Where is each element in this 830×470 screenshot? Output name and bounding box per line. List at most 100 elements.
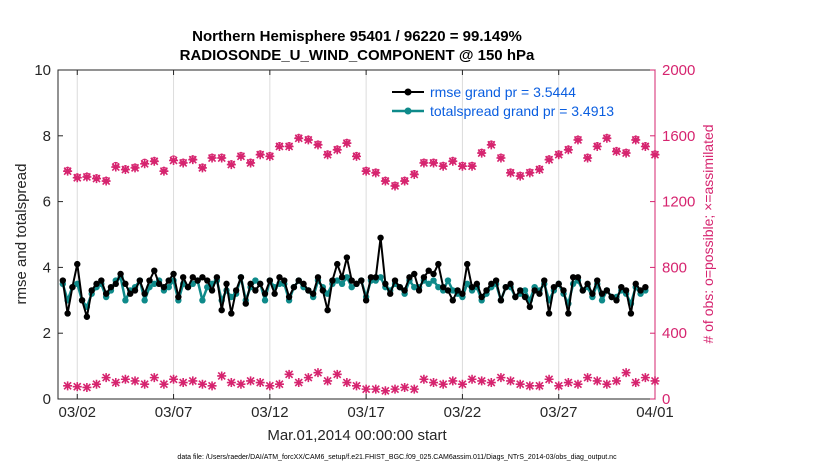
obs-assimilated-point bbox=[419, 158, 429, 168]
obs-assimilated-point bbox=[332, 369, 342, 379]
rmse-point bbox=[324, 306, 331, 314]
y-tick-right-label: 400 bbox=[662, 325, 687, 342]
rmse-point bbox=[483, 287, 490, 294]
obs-assimilated-point bbox=[631, 378, 641, 388]
rmse-point bbox=[59, 277, 67, 284]
rmse-point bbox=[468, 283, 476, 291]
obs-assimilated-point bbox=[92, 174, 102, 184]
obs-assimilated-point bbox=[554, 150, 564, 160]
obs-assimilated-point bbox=[342, 378, 352, 388]
rmse-point bbox=[598, 290, 606, 297]
rmse-series bbox=[59, 234, 649, 320]
obs-assimilated-point bbox=[313, 140, 323, 150]
rmse-point bbox=[632, 280, 639, 288]
totalspread-point bbox=[521, 287, 529, 294]
series-layer bbox=[59, 133, 660, 396]
rmse-point bbox=[64, 310, 71, 317]
obs-assimilated-point bbox=[390, 384, 400, 394]
rmse-point bbox=[305, 287, 312, 294]
obs-assimilated-point bbox=[602, 133, 612, 143]
rmse-point bbox=[127, 290, 134, 297]
obs-assimilated-point bbox=[448, 376, 458, 386]
obs-assimilated-point bbox=[197, 379, 207, 389]
rmse-point bbox=[488, 280, 495, 288]
obs-assimilated-point bbox=[477, 376, 487, 386]
obs-assimilated-point bbox=[294, 378, 304, 388]
rmse-point bbox=[194, 277, 201, 284]
rmse-point bbox=[348, 277, 355, 284]
rmse-point bbox=[502, 283, 509, 291]
y-axis-left-label: rmse and totalspread bbox=[13, 164, 30, 305]
rmse-point bbox=[131, 287, 139, 294]
rmse-point bbox=[608, 293, 615, 301]
y-tick-left-label: 0 bbox=[43, 391, 51, 408]
rmse-point bbox=[459, 290, 466, 297]
rmse-point bbox=[439, 283, 447, 291]
rmse-point bbox=[107, 283, 115, 291]
rmse-point bbox=[175, 293, 182, 301]
obs-assimilated-point bbox=[159, 379, 169, 389]
rmse-point bbox=[420, 274, 428, 281]
x-tick-label: 03/22 bbox=[444, 404, 482, 421]
rmse-point bbox=[261, 290, 269, 297]
obs-assimilated-point bbox=[323, 376, 333, 386]
obs-assimilated-point bbox=[149, 156, 159, 166]
rmse-point bbox=[454, 287, 461, 294]
obs-assimilated-point bbox=[274, 379, 284, 389]
obs-assimilated-point bbox=[438, 379, 448, 389]
obs-assimilated-point bbox=[82, 172, 92, 182]
obs-assimilated-point bbox=[515, 379, 525, 389]
obs-assimilated-point bbox=[429, 158, 439, 168]
obs-assimilated-point bbox=[380, 176, 390, 186]
rmse-point bbox=[536, 290, 543, 297]
obs-assimilated-point bbox=[640, 141, 650, 151]
rmse-point bbox=[396, 283, 404, 291]
rmse-point bbox=[208, 287, 216, 294]
rmse-point bbox=[622, 287, 630, 294]
rmse-point bbox=[550, 283, 558, 291]
rmse-point bbox=[464, 260, 471, 268]
y-tick-right-label: 1600 bbox=[662, 128, 695, 145]
obs-assimilated-point bbox=[236, 379, 246, 389]
y-tick-left-label: 6 bbox=[43, 194, 51, 211]
obs-assimilated-point bbox=[409, 384, 419, 394]
obs-assimilated-point bbox=[63, 381, 73, 391]
legend-spread-label: totalspread grand pr = 3.4913 bbox=[430, 103, 614, 119]
rmse-point bbox=[98, 277, 105, 284]
rmse-point bbox=[594, 277, 601, 284]
obs-assimilated-point bbox=[477, 148, 487, 158]
rmse-point bbox=[642, 283, 649, 291]
rmse-point bbox=[449, 297, 456, 304]
rmse-point bbox=[276, 274, 283, 281]
y-tick-left-label: 10 bbox=[34, 62, 51, 79]
obs-assimilated-point bbox=[149, 373, 159, 383]
x-tick-label: 03/02 bbox=[58, 404, 96, 421]
obs-assimilated-point bbox=[457, 379, 467, 389]
rmse-point bbox=[218, 306, 225, 314]
rmse-point bbox=[242, 300, 249, 307]
rmse-point bbox=[83, 313, 91, 320]
obs-assimilated-point bbox=[332, 145, 342, 155]
footnote: data file: /Users/raeder/DAI/ATM_forcXX/… bbox=[177, 454, 617, 461]
obs-assimilated-point bbox=[640, 373, 650, 383]
obs-assimilated-point bbox=[361, 166, 371, 176]
obs-assimilated-point bbox=[592, 141, 602, 151]
totalspread-point bbox=[444, 277, 452, 284]
rmse-point bbox=[516, 287, 524, 294]
rmse-point bbox=[565, 310, 572, 317]
y-tick-right-label: 0 bbox=[662, 391, 670, 408]
rmse-point bbox=[257, 280, 264, 288]
rmse-point bbox=[285, 293, 293, 301]
obs_assimilated_lower-series bbox=[63, 368, 660, 396]
obs-assimilated-point bbox=[371, 384, 381, 394]
rmse-point bbox=[213, 274, 221, 281]
rmse-point bbox=[603, 287, 611, 294]
legend-rmse-marker bbox=[404, 88, 412, 96]
totalspread-point bbox=[334, 277, 341, 284]
ticks: 03/02 03/07 03/12 03/17 03/22 03/27 04/0102468… bbox=[34, 62, 695, 421]
obs-assimilated-point bbox=[457, 161, 467, 171]
rmse-point bbox=[353, 280, 360, 288]
obs-assimilated-point bbox=[371, 168, 381, 178]
rmse-point bbox=[179, 274, 187, 281]
obs-assimilated-point bbox=[467, 374, 477, 384]
